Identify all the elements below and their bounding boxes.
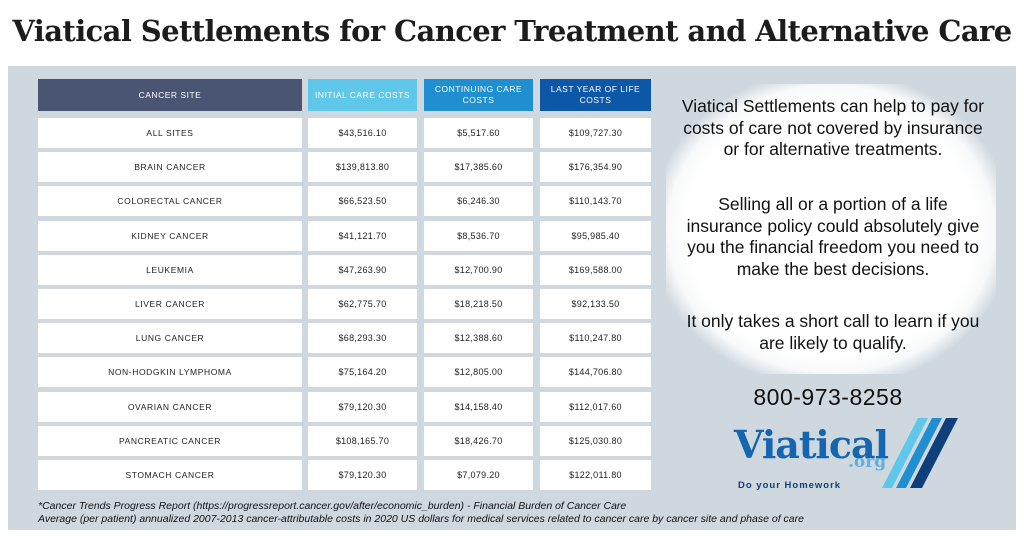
cell-last-year-cost: $109,727.30 <box>540 118 651 148</box>
message-splash-background <box>666 84 996 374</box>
cell-initial-care-cost: $41,121.70 <box>308 221 417 251</box>
cell-cancer-site: LUNG CANCER <box>38 323 302 353</box>
cell-continuing-care-cost: $12,388.60 <box>424 323 533 353</box>
cell-last-year-cost: $92,133.50 <box>540 289 651 319</box>
cell-initial-care-cost: $47,263.90 <box>308 255 417 285</box>
cell-initial-care-cost: $79,120.30 <box>308 460 417 490</box>
page-title: Viatical Settlements for Cancer Treatmen… <box>12 14 1012 48</box>
cell-initial-care-cost: $75,164.20 <box>308 357 417 387</box>
phone-number[interactable]: 800-973-8258 <box>753 384 903 410</box>
footnote-source: *Cancer Trends Progress Report (https://… <box>38 500 627 512</box>
message-paragraph-3: It only takes a short call to learn if y… <box>686 311 980 353</box>
cell-continuing-care-cost: $18,218.50 <box>424 289 533 319</box>
cell-continuing-care-cost: $18,426.70 <box>424 426 533 456</box>
cell-initial-care-cost: $108,165.70 <box>308 426 417 456</box>
cell-cancer-site: STOMACH CANCER <box>38 460 302 490</box>
logo-wordmark: Viatical <box>734 422 889 467</box>
cell-initial-care-cost: $68,293.30 <box>308 323 417 353</box>
cell-last-year-cost: $176,354.90 <box>540 152 651 182</box>
cell-continuing-care-cost: $8,536.70 <box>424 221 533 251</box>
cell-last-year-cost: $144,706.80 <box>540 357 651 387</box>
cell-continuing-care-cost: $14,158.40 <box>424 392 533 422</box>
cell-cancer-site: COLORECTAL CANCER <box>38 186 302 216</box>
logo-tagline: Do your Homework <box>738 480 842 491</box>
cell-cancer-site: ALL SITES <box>38 118 302 148</box>
cell-initial-care-cost: $62,775.70 <box>308 289 417 319</box>
cell-cancer-site: KIDNEY CANCER <box>38 221 302 251</box>
header-initial-care-costs: INITIAL CARE COSTS <box>308 79 417 111</box>
cell-continuing-care-cost: $6,246.30 <box>424 186 533 216</box>
cell-cancer-site: PANCREATIC CANCER <box>38 426 302 456</box>
cell-initial-care-cost: $79,120.30 <box>308 392 417 422</box>
cell-last-year-cost: $125,030.80 <box>540 426 651 456</box>
cell-continuing-care-cost: $5,517.60 <box>424 118 533 148</box>
cell-cancer-site: NON-HODGKIN LYMPHOMA <box>38 357 302 387</box>
cell-last-year-cost: $95,985.40 <box>540 221 651 251</box>
cell-initial-care-cost: $139,813.80 <box>308 152 417 182</box>
header-cancer-site: CANCER SITE <box>38 79 302 111</box>
logo-org: .org <box>848 452 887 472</box>
cell-last-year-cost: $110,143.70 <box>540 186 651 216</box>
cell-initial-care-cost: $66,523.50 <box>308 186 417 216</box>
cell-cancer-site: LEUKEMIA <box>38 255 302 285</box>
cell-continuing-care-cost: $7,079.20 <box>424 460 533 490</box>
cell-continuing-care-cost: $17,385.60 <box>424 152 533 182</box>
footnote-description: Average (per patient) annualized 2007-20… <box>38 513 804 525</box>
cell-last-year-cost: $122,011.80 <box>540 460 651 490</box>
cell-continuing-care-cost: $12,700.90 <box>424 255 533 285</box>
viatical-logo: Viatical .org Do your Homework <box>730 418 960 496</box>
message-paragraph-2: Selling all or a portion of a life insur… <box>686 194 980 279</box>
cell-cancer-site: LIVER CANCER <box>38 289 302 319</box>
header-last-year-costs: LAST YEAR OF LIFE COSTS <box>540 79 651 111</box>
cell-cancer-site: OVARIAN CANCER <box>38 392 302 422</box>
cell-cancer-site: BRAIN CANCER <box>38 152 302 182</box>
cell-initial-care-cost: $43,516.10 <box>308 118 417 148</box>
header-continuing-care-costs: CONTINUING CARE COSTS <box>424 79 533 111</box>
message-paragraph-1: Viatical Settlements can help to pay for… <box>681 96 985 159</box>
cell-last-year-cost: $112,017.60 <box>540 392 651 422</box>
cell-last-year-cost: $169,588.00 <box>540 255 651 285</box>
cell-continuing-care-cost: $12,805.00 <box>424 357 533 387</box>
logo-stripes-icon <box>882 418 958 488</box>
cell-last-year-cost: $110,247.80 <box>540 323 651 353</box>
